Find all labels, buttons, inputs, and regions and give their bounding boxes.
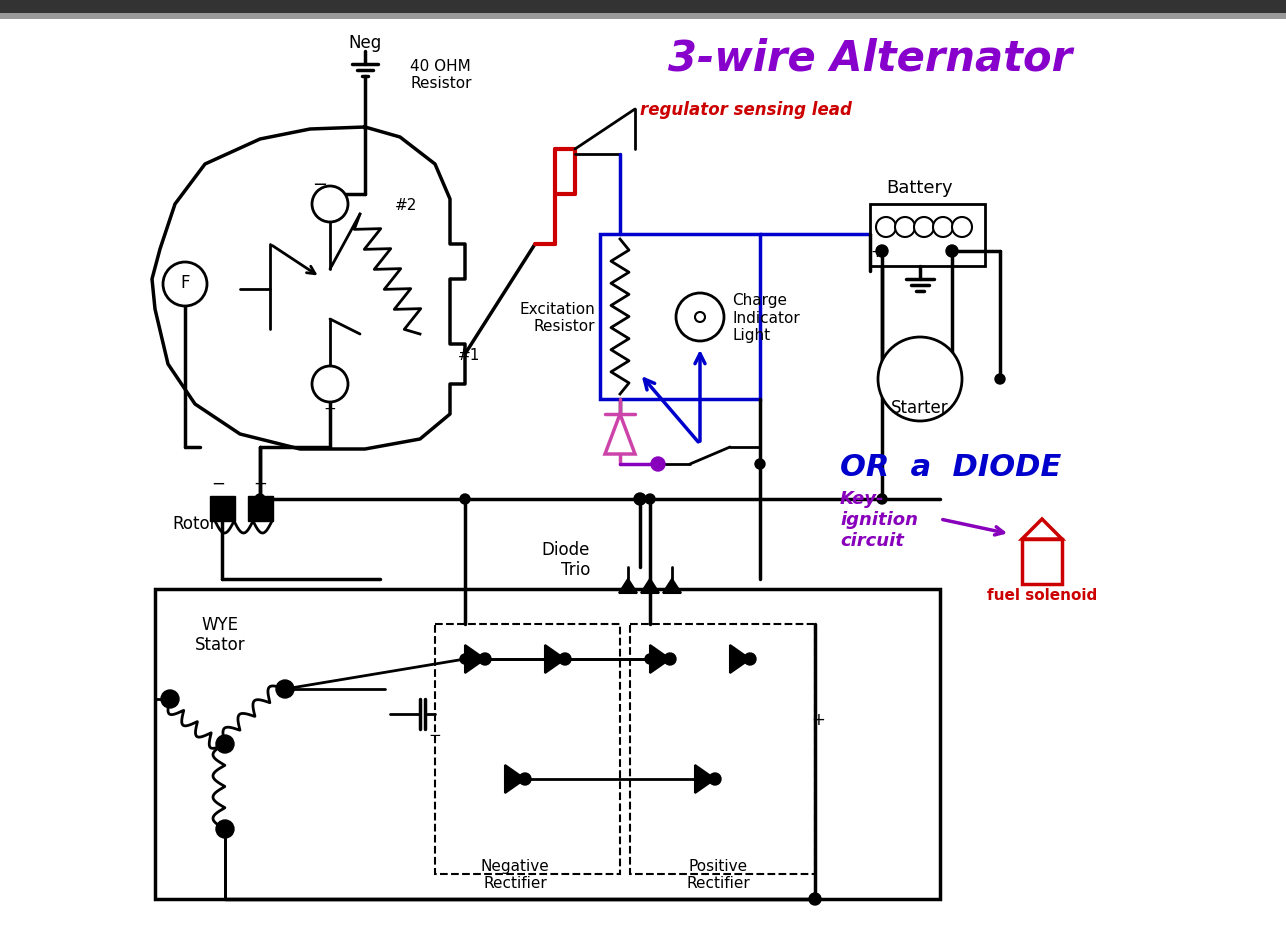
Circle shape bbox=[520, 773, 531, 785]
Bar bbox=[871, 205, 985, 266]
Text: −: − bbox=[211, 474, 225, 493]
Polygon shape bbox=[466, 645, 485, 674]
Circle shape bbox=[934, 218, 953, 238]
Circle shape bbox=[745, 653, 756, 665]
Polygon shape bbox=[152, 128, 466, 449]
Text: Charge
Indicator
Light: Charge Indicator Light bbox=[732, 293, 800, 342]
Text: Key-
ignition
circuit: Key- ignition circuit bbox=[840, 490, 918, 549]
Circle shape bbox=[216, 820, 234, 838]
Bar bbox=[435, 625, 620, 874]
Text: Battery: Battery bbox=[886, 179, 953, 197]
Text: #1: #1 bbox=[458, 347, 481, 362]
Text: Negative
Rectifier: Negative Rectifier bbox=[481, 857, 549, 890]
Circle shape bbox=[635, 495, 646, 505]
Bar bbox=[156, 589, 940, 899]
Polygon shape bbox=[649, 645, 670, 674]
Polygon shape bbox=[619, 579, 637, 593]
Bar bbox=[0, 14, 1286, 20]
Text: −: − bbox=[964, 244, 977, 259]
Circle shape bbox=[460, 654, 469, 664]
Text: Diode
Trio: Diode Trio bbox=[541, 540, 590, 579]
Bar bbox=[0, 0, 1286, 14]
Circle shape bbox=[559, 653, 571, 665]
Circle shape bbox=[646, 495, 655, 505]
Text: fuel solenoid: fuel solenoid bbox=[986, 586, 1097, 602]
Circle shape bbox=[709, 773, 721, 785]
Circle shape bbox=[876, 218, 896, 238]
Circle shape bbox=[694, 313, 705, 323]
Circle shape bbox=[276, 680, 294, 698]
Circle shape bbox=[995, 375, 1004, 384]
Circle shape bbox=[646, 654, 655, 664]
Text: +: + bbox=[253, 474, 267, 493]
Circle shape bbox=[478, 653, 491, 665]
Bar bbox=[210, 496, 235, 522]
Text: +: + bbox=[324, 402, 337, 417]
Circle shape bbox=[634, 494, 646, 506]
Text: OR  a  DIODE: OR a DIODE bbox=[840, 453, 1061, 482]
Polygon shape bbox=[640, 579, 658, 593]
Circle shape bbox=[520, 774, 530, 784]
Polygon shape bbox=[730, 645, 750, 674]
Circle shape bbox=[946, 246, 958, 258]
Text: F: F bbox=[180, 274, 190, 291]
Circle shape bbox=[255, 495, 265, 505]
Bar bbox=[601, 235, 760, 400]
Text: 40 OHM
Resistor: 40 OHM Resistor bbox=[410, 58, 472, 91]
Circle shape bbox=[460, 495, 469, 505]
Bar bbox=[630, 625, 815, 874]
Polygon shape bbox=[664, 579, 682, 593]
Circle shape bbox=[676, 293, 724, 342]
Circle shape bbox=[876, 246, 889, 258]
Circle shape bbox=[914, 218, 934, 238]
Polygon shape bbox=[604, 415, 635, 455]
Text: +: + bbox=[811, 710, 824, 728]
Text: Neg: Neg bbox=[349, 34, 382, 52]
Text: −: − bbox=[312, 175, 328, 194]
Circle shape bbox=[651, 458, 665, 471]
Text: #2: #2 bbox=[395, 198, 418, 213]
Circle shape bbox=[809, 893, 820, 905]
Text: +: + bbox=[871, 244, 882, 259]
Text: Starter: Starter bbox=[891, 398, 949, 417]
Text: 3-wire Alternator: 3-wire Alternator bbox=[667, 37, 1073, 79]
Circle shape bbox=[710, 774, 720, 784]
Circle shape bbox=[952, 218, 972, 238]
Circle shape bbox=[161, 690, 179, 708]
Circle shape bbox=[877, 495, 887, 505]
Polygon shape bbox=[505, 766, 525, 793]
Text: Rotor: Rotor bbox=[172, 514, 216, 533]
Text: regulator sensing lead: regulator sensing lead bbox=[640, 101, 851, 119]
Circle shape bbox=[312, 187, 349, 223]
Text: WYE
Stator: WYE Stator bbox=[194, 615, 246, 653]
Circle shape bbox=[755, 459, 765, 470]
Text: Excitation
Resistor: Excitation Resistor bbox=[520, 302, 595, 334]
Bar bbox=[248, 496, 273, 522]
Text: −: − bbox=[428, 727, 441, 741]
Circle shape bbox=[216, 735, 234, 754]
Text: Positive
Rectifier: Positive Rectifier bbox=[687, 857, 750, 890]
Polygon shape bbox=[545, 645, 565, 674]
Polygon shape bbox=[1022, 520, 1062, 539]
Circle shape bbox=[878, 338, 962, 421]
Bar bbox=[1022, 539, 1062, 585]
Circle shape bbox=[895, 218, 916, 238]
Circle shape bbox=[664, 653, 676, 665]
Circle shape bbox=[312, 367, 349, 403]
Circle shape bbox=[480, 654, 490, 664]
Circle shape bbox=[163, 263, 207, 306]
Polygon shape bbox=[694, 766, 715, 793]
